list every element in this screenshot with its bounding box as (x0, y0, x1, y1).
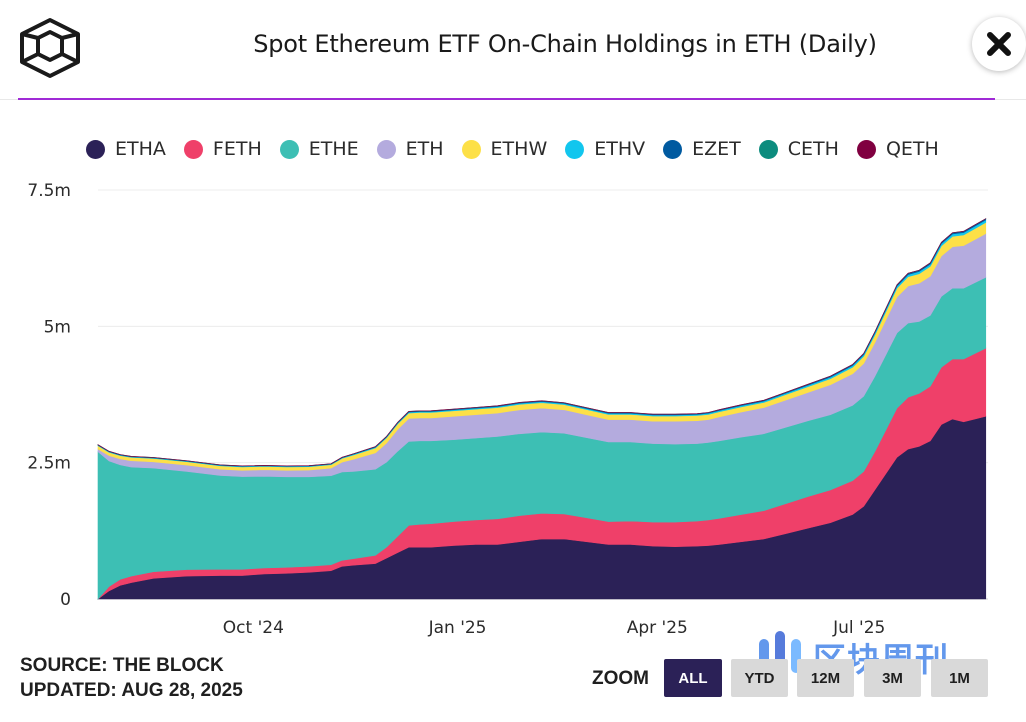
legend-label: ETHW (490, 138, 548, 160)
legend-item-ezet[interactable]: EZET (663, 138, 741, 160)
legend-label: QETH (885, 138, 939, 160)
legend-swatch (183, 139, 203, 159)
legend-swatch (663, 139, 683, 159)
legend-item-ethv[interactable]: ETHV (565, 138, 645, 160)
legend-label: ETHE (308, 138, 359, 160)
legend-label: CETH (787, 138, 839, 160)
y-tick-label: 0 (60, 590, 71, 610)
legend-item-qeth[interactable]: QETH (856, 138, 939, 160)
close-button[interactable] (972, 17, 1026, 71)
x-tick-label: Jul '25 (832, 618, 885, 638)
updated-label: UPDATED: AUG 28, 2025 (20, 680, 243, 701)
zoom-1m-button[interactable]: 1M (931, 659, 988, 697)
close-icon (987, 32, 1011, 56)
legend-swatch (279, 139, 299, 159)
legend-label: EZET (692, 138, 741, 160)
header-accent-divider (18, 98, 995, 100)
area-series-qeth (97, 218, 987, 467)
the-block-logo-icon[interactable] (18, 16, 82, 80)
legend-swatch (86, 139, 105, 159)
chart-legend: ETHA FETH ETHE ETH ETHW ETHV EZET CETH QETH (86, 137, 957, 161)
x-tick-label: Oct '24 (223, 618, 284, 638)
y-tick-label: 5m (44, 317, 71, 337)
legend-item-ethe[interactable]: ETHE (279, 138, 359, 160)
legend-swatch (758, 139, 778, 159)
chart-title: Spot Ethereum ETF On-Chain Holdings in E… (253, 30, 877, 58)
legend-label: ETHV (594, 138, 646, 160)
legend-item-ceth[interactable]: CETH (758, 138, 839, 160)
legend-item-etha[interactable]: ETHA (86, 138, 166, 160)
zoom-all-button[interactable]: ALL (664, 659, 722, 697)
stacked-area-chart: 0 2.5m 5m 7.5m Oct '24 Jan '25 Apr '25 Jul '25 (27, 181, 988, 638)
zoom-label: ZOOM (592, 668, 649, 689)
zoom-12m-button[interactable]: 12M (797, 659, 854, 697)
legend-swatch (376, 139, 396, 159)
x-tick-label: Apr '25 (627, 618, 688, 638)
x-tick-label: Jan '25 (428, 618, 487, 638)
legend-item-eth[interactable]: ETH (376, 138, 444, 160)
zoom-3m-button[interactable]: 3M (864, 659, 921, 697)
legend-swatch (856, 139, 876, 159)
y-tick-label: 7.5m (27, 181, 71, 201)
zoom-ytd-button[interactable]: YTD (731, 659, 788, 697)
source-block: SOURCE: THE BLOCK UPDATED: AUG 28, 2025 (20, 653, 243, 703)
legend-label: ETHA (115, 138, 166, 160)
legend-label: FETH (212, 138, 262, 160)
legend-swatch (565, 139, 585, 159)
legend-item-ethw[interactable]: ETHW (461, 138, 548, 160)
legend-swatch (461, 139, 481, 159)
legend-label: ETH (405, 138, 444, 160)
source-label: SOURCE: THE BLOCK (20, 655, 224, 676)
y-tick-label: 2.5m (27, 454, 71, 474)
legend-item-feth[interactable]: FETH (183, 138, 262, 160)
